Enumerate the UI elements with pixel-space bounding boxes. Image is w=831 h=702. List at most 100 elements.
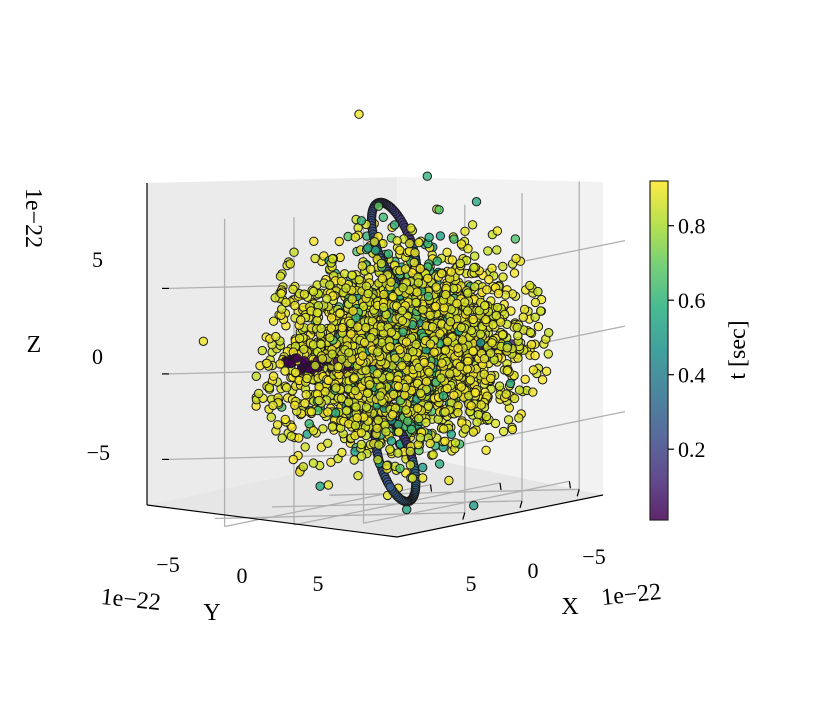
scatter-point <box>366 333 376 343</box>
colorbar <box>649 180 669 521</box>
scatter-point <box>537 375 548 385</box>
scatter-point <box>300 398 310 408</box>
scatter-point <box>385 371 395 382</box>
scatter-point <box>287 422 297 432</box>
scatter-point <box>437 358 447 368</box>
scatter-point <box>395 245 405 255</box>
scatter-point <box>492 245 502 255</box>
scatter-point <box>363 288 373 299</box>
scatter-point <box>393 448 403 458</box>
scatter-point <box>432 256 442 266</box>
scatter-point <box>370 245 381 256</box>
scatter-point <box>337 447 347 458</box>
z-tick-label: −5 <box>87 440 110 465</box>
scatter-point <box>418 462 428 473</box>
scatter-point <box>326 457 336 467</box>
scatter-point <box>365 380 375 390</box>
scatter-point <box>316 339 326 349</box>
scatter-point <box>277 433 287 443</box>
scatter-point <box>472 417 482 427</box>
scatter-point <box>388 389 399 400</box>
scatter-point <box>493 288 504 299</box>
grid-line <box>363 480 570 524</box>
scatter-point <box>325 332 335 343</box>
scatter-point <box>387 410 398 420</box>
scatter-point <box>251 371 261 381</box>
scatter-point <box>348 306 358 316</box>
scatter-point <box>467 220 478 230</box>
scatter-point <box>525 280 535 291</box>
scatter-point <box>406 424 417 435</box>
scatter-point <box>525 327 536 338</box>
scatter-point <box>431 282 441 292</box>
scatter-point <box>503 415 514 425</box>
scatter-point <box>359 337 370 348</box>
scatter-point <box>456 239 467 249</box>
scatter-point <box>347 270 357 280</box>
scatter-point <box>456 322 466 333</box>
scatter-point <box>475 338 486 348</box>
scatter-point <box>394 427 404 437</box>
scatter-point <box>310 360 320 371</box>
scatter-point <box>330 408 341 418</box>
scatter-point <box>356 216 367 226</box>
scatter-point <box>480 300 490 311</box>
scatter-point <box>450 438 461 448</box>
scatter-point <box>440 436 450 446</box>
scatter-point <box>482 285 492 295</box>
scatter-point <box>349 373 359 383</box>
scatter-point <box>410 248 420 258</box>
scatter-point <box>419 357 429 368</box>
scatter-point <box>445 317 456 327</box>
scatter-point <box>361 402 372 412</box>
scatter-point <box>496 317 506 327</box>
scatter-point <box>501 389 511 399</box>
scatter-point <box>497 330 508 340</box>
scatter-point <box>361 322 371 333</box>
scatter-point <box>353 322 363 332</box>
scatter-point <box>352 413 362 423</box>
scatter-point <box>505 378 516 389</box>
y-axis-line <box>146 504 398 538</box>
scatter-point <box>354 109 364 119</box>
scatter-point <box>379 289 389 300</box>
scatter-point <box>347 294 357 304</box>
scatter-point <box>483 246 493 256</box>
scatter-point <box>333 362 343 372</box>
scatter-point <box>498 426 509 437</box>
colorbar-tick-label: 0.2 <box>678 437 706 462</box>
y-tick-label: 5 <box>313 571 324 596</box>
scatter-point <box>447 255 457 265</box>
scatter-point <box>350 232 360 242</box>
scatter-point <box>423 401 434 411</box>
scatter-point <box>463 288 473 298</box>
colorbar-tick-label: 0.8 <box>678 214 706 239</box>
scatter-point <box>344 348 354 358</box>
scatter-point <box>301 390 311 400</box>
scatter-point <box>397 316 408 326</box>
scatter-point <box>316 323 326 334</box>
scatter-point <box>405 446 415 457</box>
scatter-point <box>412 287 422 297</box>
scatter-point <box>413 278 423 288</box>
colorbar-label: t [sec] <box>725 320 751 379</box>
y-tick-label: 0 <box>237 563 248 588</box>
scatter-point <box>492 226 503 236</box>
scatter-point <box>290 300 300 311</box>
scatter-point <box>343 397 354 407</box>
scatter-point <box>302 373 312 384</box>
scatter-point <box>422 171 432 181</box>
scatter-point <box>323 438 333 448</box>
scatter-point <box>268 400 278 411</box>
scatter-point <box>373 201 384 211</box>
colorbar-tick-label: 0.6 <box>678 288 706 313</box>
z-offset-text: 1e−22 <box>20 188 46 248</box>
scatter-point <box>375 391 385 401</box>
scatter-point <box>438 391 449 401</box>
x-tick-label: −5 <box>582 544 605 569</box>
scatter-point <box>435 231 446 241</box>
scatter-point <box>395 463 405 474</box>
x-tick-mark <box>576 489 580 497</box>
scatter-point <box>492 302 503 313</box>
scatter-point <box>502 365 512 376</box>
